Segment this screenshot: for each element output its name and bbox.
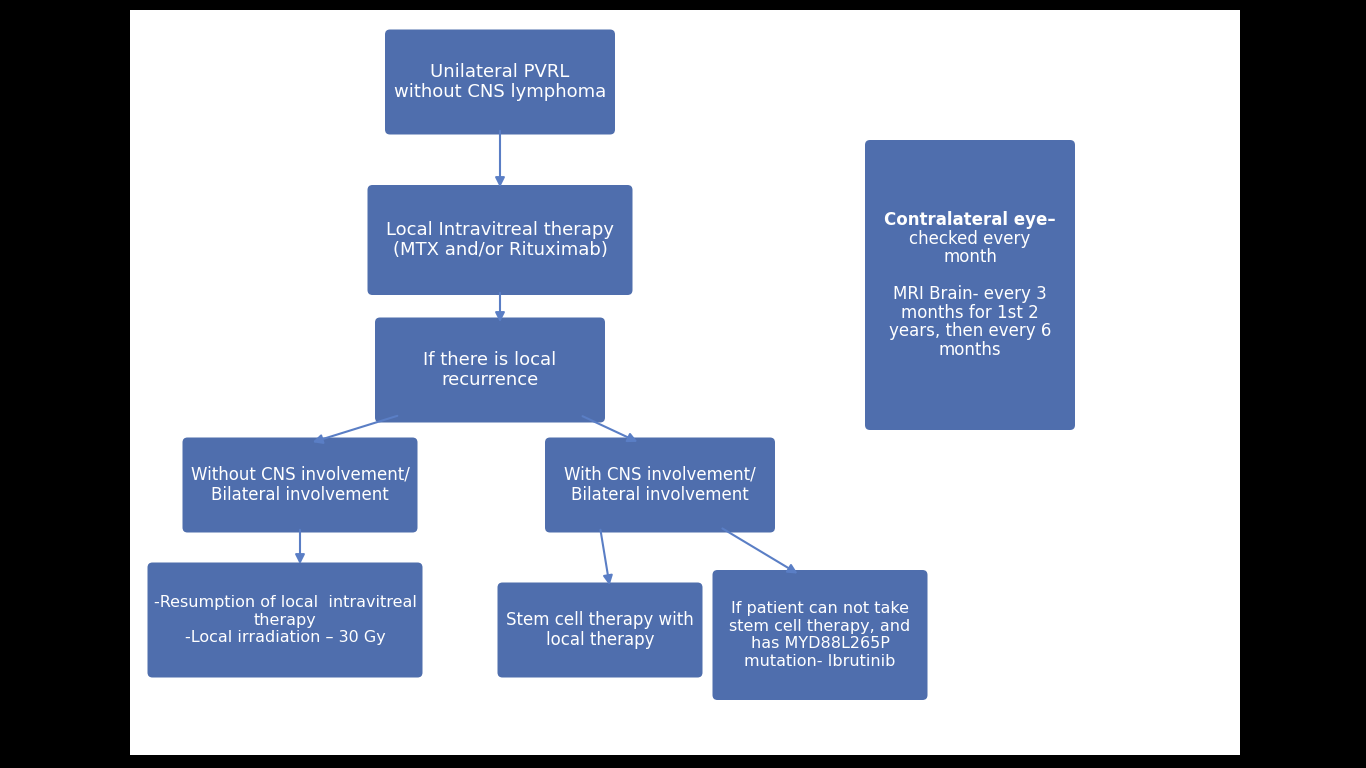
FancyBboxPatch shape	[713, 570, 928, 700]
FancyBboxPatch shape	[367, 185, 632, 295]
Text: Stem cell therapy with
local therapy: Stem cell therapy with local therapy	[507, 611, 694, 650]
FancyBboxPatch shape	[865, 140, 1075, 430]
FancyBboxPatch shape	[385, 29, 615, 134]
FancyBboxPatch shape	[183, 438, 418, 532]
Text: months: months	[938, 341, 1001, 359]
Text: Without CNS involvement/
Bilateral involvement: Without CNS involvement/ Bilateral invol…	[191, 465, 410, 505]
Text: checked every: checked every	[910, 230, 1030, 247]
FancyBboxPatch shape	[148, 562, 422, 677]
Text: MRI Brain- every 3: MRI Brain- every 3	[893, 285, 1046, 303]
Text: If patient can not take
stem cell therapy, and
has MYD88L265P
mutation- Ibrutini: If patient can not take stem cell therap…	[729, 601, 911, 669]
Text: Local Intravitreal therapy
(MTX and/or Rituximab): Local Intravitreal therapy (MTX and/or R…	[387, 220, 613, 260]
Text: -Resumption of local  intravitreal
therapy
-Local irradiation – 30 Gy: -Resumption of local intravitreal therap…	[153, 595, 417, 645]
FancyBboxPatch shape	[376, 317, 605, 422]
Text: Contralateral eye–: Contralateral eye–	[884, 211, 1056, 229]
Text: months for 1st 2: months for 1st 2	[902, 304, 1040, 322]
FancyBboxPatch shape	[545, 438, 775, 532]
Text: years, then every 6: years, then every 6	[889, 323, 1052, 340]
Text: Unilateral PVRL
without CNS lymphoma: Unilateral PVRL without CNS lymphoma	[393, 63, 607, 101]
Text: With CNS involvement/
Bilateral involvement: With CNS involvement/ Bilateral involvem…	[564, 465, 755, 505]
FancyBboxPatch shape	[497, 582, 702, 677]
Bar	[130, 10, 1240, 755]
Text: month: month	[943, 248, 997, 266]
Text: If there is local
recurrence: If there is local recurrence	[423, 351, 556, 389]
